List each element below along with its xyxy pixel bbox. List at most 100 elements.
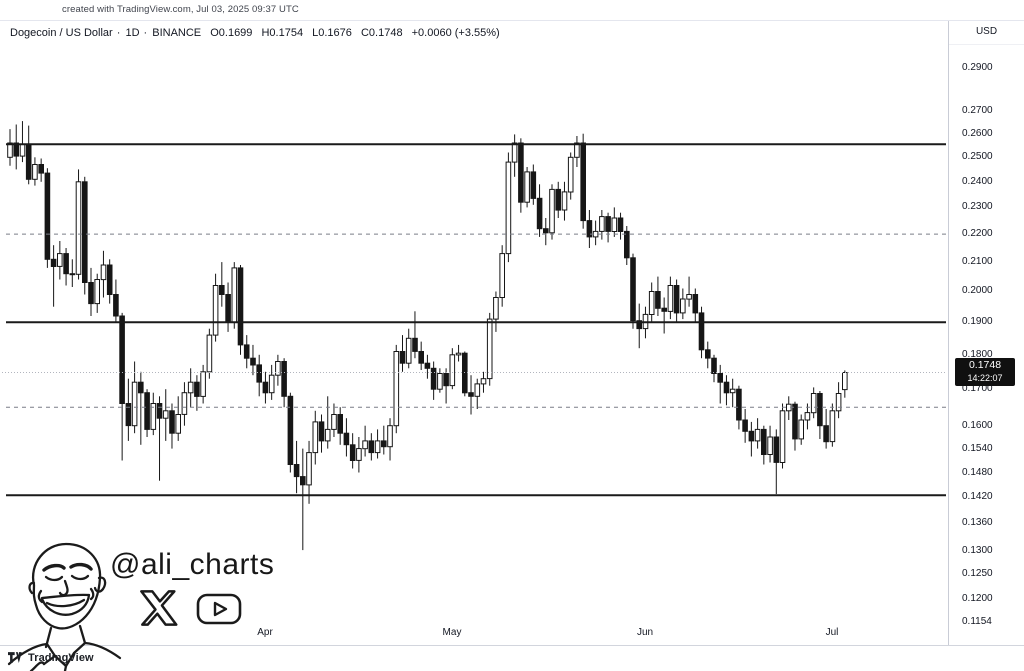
candle-body xyxy=(243,344,250,359)
header-strip: created with TradingView.com, Jul 03, 20… xyxy=(0,0,1024,21)
candle-body xyxy=(82,181,88,283)
candle-body xyxy=(536,197,543,230)
candle-body xyxy=(119,315,125,404)
candle-body xyxy=(555,188,562,211)
candle-body xyxy=(611,217,618,232)
candle-body xyxy=(206,334,213,373)
candle-body xyxy=(144,392,150,430)
exchange-label: BINANCE xyxy=(152,27,202,39)
candle-body xyxy=(617,217,624,232)
tradingview-brand-text: TradingView xyxy=(28,652,94,664)
candle-body xyxy=(667,285,674,312)
candle-body xyxy=(543,228,549,234)
price-tick-label: 0.2100 xyxy=(962,256,993,268)
candle-body xyxy=(13,142,19,157)
candle-body xyxy=(686,294,692,300)
candle-body xyxy=(44,172,51,260)
candle-body xyxy=(680,298,686,314)
candle-body xyxy=(474,383,481,397)
candle-body xyxy=(131,381,138,427)
candle-body xyxy=(231,267,238,323)
candle-body xyxy=(424,362,431,369)
candle-body xyxy=(842,372,848,391)
candle-body xyxy=(761,428,767,455)
candle-body xyxy=(443,373,449,387)
open-value: O0.1699 xyxy=(210,27,253,39)
candle-body xyxy=(561,191,568,211)
candle-body xyxy=(798,419,805,440)
candle-body xyxy=(94,279,101,305)
price-tick-label: 0.2900 xyxy=(962,62,993,73)
price-tick-label: 0.2500 xyxy=(962,151,993,163)
candle-body xyxy=(767,436,773,455)
candle-body xyxy=(393,351,400,427)
price-tick-label: 0.2400 xyxy=(962,175,993,187)
month-label: May xyxy=(442,627,462,638)
price-axis[interactable]: USD 0.2900 0.2700 0.2600 0.2500 0.2400 0.2300… xyxy=(948,20,1024,645)
tradingview-attribution[interactable]: TradingView xyxy=(8,649,94,667)
price-tick-label: 0.1200 xyxy=(962,592,993,604)
candle-body xyxy=(212,285,219,336)
candle-body xyxy=(293,464,300,478)
candle-body xyxy=(381,440,387,448)
candle-body xyxy=(692,294,699,314)
candle-body xyxy=(804,412,811,421)
candle-body xyxy=(312,421,319,454)
candle-body xyxy=(362,440,368,450)
candle-body xyxy=(106,264,113,295)
candle-body xyxy=(63,253,69,275)
time-axis-border xyxy=(0,645,1024,646)
candle-body xyxy=(437,373,443,390)
price-tick-label: 0.1600 xyxy=(962,419,993,431)
candle-body xyxy=(624,230,630,259)
candle-body xyxy=(636,320,643,330)
candle-body xyxy=(723,381,730,394)
candle-body xyxy=(418,351,424,364)
chart-pane[interactable] xyxy=(0,20,948,645)
candle-body xyxy=(835,393,842,412)
candle-body xyxy=(499,253,505,299)
candle-body xyxy=(711,357,717,375)
candle-body xyxy=(505,161,512,255)
price-tick-label: 0.2700 xyxy=(962,104,993,116)
interval-label: 1D xyxy=(125,27,140,39)
candle-body xyxy=(324,428,331,442)
price-tick-label: 0.1300 xyxy=(962,544,993,556)
currency-label[interactable]: USD xyxy=(949,20,1024,45)
candle-body xyxy=(648,291,655,315)
candle-body xyxy=(150,403,157,430)
candle-body xyxy=(219,285,225,295)
symbol-legend[interactable]: Dogecoin / US Dollar · 1D · BINANCE O0.169… xyxy=(10,27,506,39)
candle-body xyxy=(125,403,132,427)
candle-body xyxy=(549,188,555,234)
candle-body xyxy=(698,312,705,351)
price-tick-label: 0.1480 xyxy=(962,466,993,478)
candle-body xyxy=(399,351,406,364)
candle-body xyxy=(480,378,487,385)
candle-body xyxy=(524,171,530,203)
candle-body xyxy=(162,410,169,419)
last-price-badge: 0.1748 14:22:07 xyxy=(955,358,1015,386)
legend-separator: · xyxy=(116,27,121,39)
candle-body xyxy=(256,364,262,383)
candle-body xyxy=(586,220,593,238)
month-label: Jul xyxy=(825,627,839,638)
candle-body xyxy=(374,440,381,454)
price-tick-label: 0.1250 xyxy=(962,568,993,580)
candle-body xyxy=(100,264,107,281)
candle-body xyxy=(412,337,418,352)
candle-body xyxy=(281,361,287,397)
candle-body xyxy=(530,171,537,199)
price-tick-label: 0.1154 xyxy=(962,616,992,628)
candle-body xyxy=(773,436,780,463)
candle-body xyxy=(823,425,829,443)
candle-body xyxy=(250,357,256,366)
candle-body xyxy=(19,143,26,157)
candle-body xyxy=(75,181,82,275)
candle-body xyxy=(486,318,493,380)
price-tick-label: 0.2000 xyxy=(962,285,993,297)
candle-body xyxy=(181,392,188,415)
candle-body xyxy=(38,164,45,174)
candle-body xyxy=(187,381,194,394)
candle-body xyxy=(225,294,231,323)
